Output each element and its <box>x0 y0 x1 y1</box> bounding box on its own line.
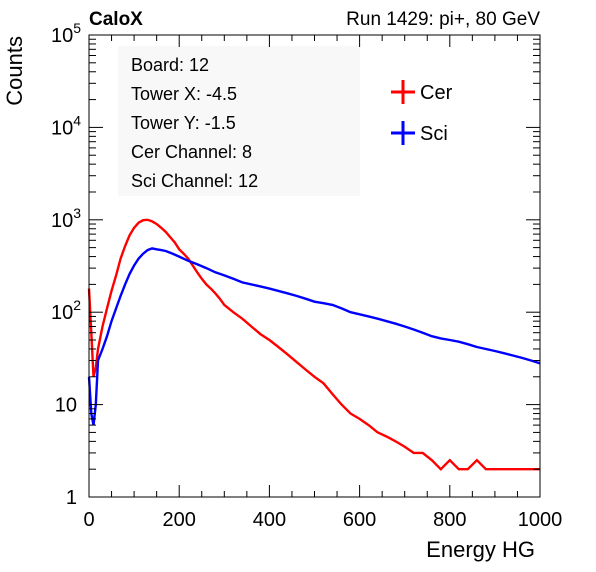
info-tower-x: Tower X: -4.5 <box>131 84 237 104</box>
info-tower-y: Tower Y: -1.5 <box>131 113 236 133</box>
legend-cer-label: Cer <box>420 82 453 104</box>
info-box: Board: 12 Tower X: -4.5 Tower Y: -1.5 Ce… <box>118 46 360 196</box>
experiment-label: CaloX <box>89 9 143 30</box>
series-cer-line <box>87 218 540 471</box>
y-tick-label: 10 <box>55 395 77 417</box>
y-tick-label: 103 <box>51 205 81 232</box>
y-axis-ticks: 1 10 102 103 104 105 <box>51 20 540 509</box>
x-axis-title: Energy HG <box>426 537 535 562</box>
x-axis-ticks: 0 200 400 600 800 1000 <box>83 35 562 531</box>
y-tick-label: 1 <box>66 487 77 509</box>
y-axis-title: Counts <box>2 36 27 106</box>
y-tick-label: 102 <box>51 297 81 324</box>
x-tick-label: 600 <box>343 509 376 531</box>
x-tick-label: 200 <box>163 509 196 531</box>
series-sci-line <box>87 247 541 426</box>
legend: Cer Sci <box>391 80 453 145</box>
info-board: Board: 12 <box>131 55 209 75</box>
y-tick-label: 104 <box>51 112 81 139</box>
legend-sci-marker <box>391 121 415 145</box>
series-layer <box>87 218 541 471</box>
info-box-background <box>118 46 360 196</box>
x-tick-label: 400 <box>253 509 286 531</box>
x-tick-label: 0 <box>83 509 94 531</box>
run-info-label: Run 1429: pi+, 80 GeV <box>346 9 540 30</box>
x-tick-label: 800 <box>433 509 466 531</box>
info-sci-channel: Sci Channel: 12 <box>131 171 258 191</box>
info-cer-channel: Cer Channel: 8 <box>131 142 252 162</box>
legend-cer-marker <box>391 80 415 104</box>
x-tick-label: 1000 <box>518 509 563 531</box>
legend-sci-label: Sci <box>420 123 448 145</box>
y-tick-label: 105 <box>51 20 81 47</box>
